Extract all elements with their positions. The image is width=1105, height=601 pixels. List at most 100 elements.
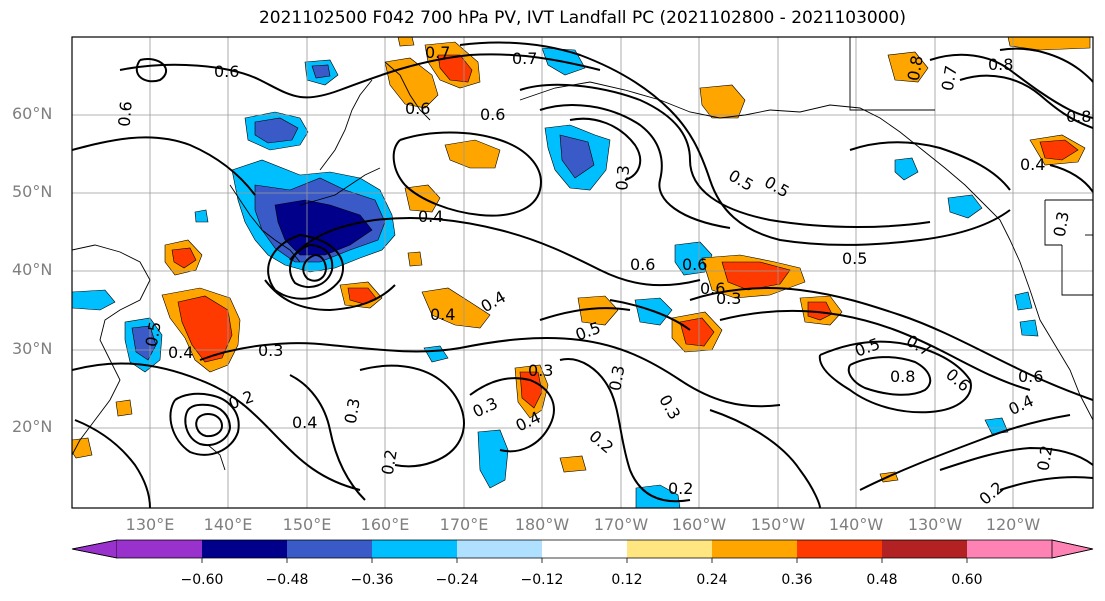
lat-label: 20°N [12,417,53,436]
pv-negative-region [674,241,713,276]
pv-positive-region [444,139,501,169]
contour-label: 0.3 [341,397,364,425]
colorbar-tick-label: 0.12 [611,572,643,588]
contour-label: 0.4 [1006,391,1037,419]
lon-label: 130°E [125,515,175,534]
contour-label: 0.3 [605,364,628,392]
contour-label: 0.7 [425,43,450,62]
contour-label: 0.3 [470,393,501,421]
colorbar-segment [627,540,712,558]
contour-label: 0.4 [168,343,193,362]
pv-positive-region [171,247,197,269]
lon-label: 160°W [671,515,727,534]
pv-positive-region [679,317,715,347]
contour-label: 0.5 [142,320,165,348]
contour-label: 0.7 [512,49,537,68]
colorbar-tick-label: −0.60 [180,572,224,588]
contour-label: 0.2 [1033,444,1056,472]
pv-positive-region [807,301,833,321]
contour-label: 0.6 [630,255,655,274]
contour-label: 0.4 [430,305,455,324]
contour-label: 0.6 [942,365,974,396]
contour-label: 0.2 [378,448,401,476]
contour-label: 0.2 [975,478,1007,509]
pv-negative-region [254,117,299,144]
contour-label: 0.8 [1066,107,1091,126]
coastlines [72,37,1093,471]
contour-label: 0.3 [716,289,741,308]
pv-positive-region [72,437,93,459]
lon-label: 170°E [439,515,489,534]
contour-label: 0.2 [226,387,256,414]
lon-label: 180°W [514,515,570,534]
colorbar-segment [457,540,542,558]
pv-negative-region [984,417,1009,435]
colorbar-segment [542,540,627,558]
pv-positive-region [721,261,791,291]
contour-label: 0.2 [668,479,693,498]
pv-negative-region [559,134,595,179]
colorbar-tick-label: −0.24 [435,572,479,588]
lat-label: 30°N [12,339,53,358]
pv-positive-region [577,295,619,326]
lon-label: 140°E [203,515,253,534]
contour-label: 0.5 [725,166,757,195]
lon-label: 120°W [985,515,1041,534]
colorbar-segment [372,540,457,558]
colorbar-segment [797,540,882,558]
pv-positive-region [177,295,233,363]
pv-positive-region [699,84,746,119]
pv-positive-region [407,251,423,267]
pv-positive-region [397,37,415,47]
contour-label: 0.6 [1018,367,1043,386]
contour-label: 0.3 [1050,210,1073,238]
colorbar-tick-label: −0.12 [520,572,564,588]
pv-positive-region [115,399,133,417]
colorbar-segment [967,540,1052,558]
lon-label: 140°W [828,515,884,534]
pv-negative-region [72,289,116,311]
contour-label: 0.5 [761,172,793,201]
lat-label: 50°N [12,182,53,201]
pv-positive-region [559,455,587,473]
contour-label: 0.7 [938,64,961,92]
contour-label: 0.2 [585,426,617,457]
lon-label: 150°E [282,515,332,534]
pv-positive-region [887,51,929,83]
ivt-contours [72,41,1093,508]
contour-label: 0.3 [612,164,633,191]
lat-label: 60°N [12,104,53,123]
pv-positive-region [437,54,473,83]
contour-labels: 0.6 0.7 0.6 0.6 0.7 0.6 0.4 0.3 0.5 0.5 … [115,43,1092,509]
colorbar-tick-label: −0.48 [265,572,309,588]
lat-label: 40°N [12,260,53,279]
colorbar [71,539,1094,563]
pv-negative-region [477,429,509,489]
map-title: 2021102500 F042 700 hPa PV, IVT Landfall… [258,8,906,28]
pv-negative-region [311,64,331,79]
contour-label: 0.4 [292,413,317,432]
contour-label: 0.6 [700,279,725,298]
pv-positive-region [519,371,543,409]
colorbar-segment [71,539,118,559]
contour-label: 0.3 [655,391,684,423]
pv-negative-region [423,345,449,363]
contour-label: 0.4 [1020,155,1045,174]
lon-label: 160°E [360,515,410,534]
colorbar-tick-label: 0.24 [696,572,728,588]
pv-positive-region [1007,37,1091,51]
pv-positive-region [421,287,491,329]
graticule [72,37,1093,508]
contour-label: 0.6 [682,255,707,274]
contour-label: 0.6 [405,99,430,118]
colorbar-tick-label: 0.48 [866,572,898,588]
colorbar-segment [1051,539,1094,559]
colorbar-tick-label: 0.36 [781,572,813,588]
contour-label: 0.6 [214,62,239,81]
colorbar-segment [117,540,202,558]
contour-label: 0.3 [528,361,553,380]
pv-positive-region [1039,139,1079,161]
colorbar-segment [202,540,287,558]
pv-negative-region [947,194,983,219]
